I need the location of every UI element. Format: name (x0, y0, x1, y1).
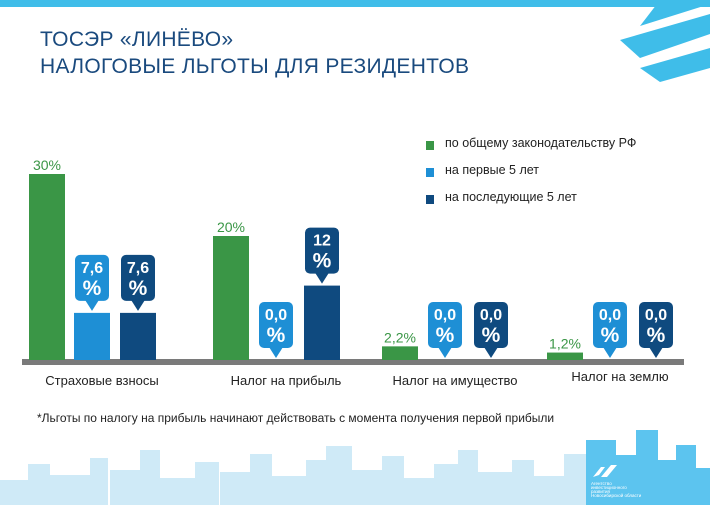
callout-percent: % (436, 324, 455, 347)
category-label: Налог на имущество (392, 373, 517, 388)
footnote: *Льготы по налогу на прибыль начинают де… (37, 411, 555, 425)
decorative-stripes (620, 0, 710, 82)
callout-value: 0,0 (265, 307, 287, 324)
callout-pointer (649, 347, 663, 358)
callout-pointer (315, 272, 329, 284)
legend-swatch (426, 195, 434, 204)
logo-line-3: развития (591, 489, 610, 494)
callout-pointer (484, 347, 498, 358)
callout-pointer (269, 347, 283, 358)
bar-next5 (120, 312, 156, 360)
callout-badge (428, 302, 462, 348)
legend-swatch (426, 141, 434, 150)
callout-value: 12 (313, 233, 331, 250)
callout-badge (474, 302, 508, 348)
callout-pointer (438, 347, 452, 358)
callout-badge (593, 302, 627, 348)
callout-badge (305, 227, 339, 274)
logo-line-2: инвестиционного (591, 485, 627, 490)
callout-percent: % (482, 324, 501, 347)
page-title: ТОСЭР «ЛИНЁВО» НАЛОГОВЫЕ ЛЬГОТЫ ДЛЯ РЕЗИ… (40, 26, 469, 80)
callout-value: 0,0 (645, 307, 667, 324)
legend-label: по общему законодательству РФ (445, 136, 637, 150)
agency-logo: Агентство инвестиционного развития Новос… (591, 462, 651, 500)
callout-pointer (131, 299, 145, 311)
logo-line-4: Новосибирской области (591, 493, 642, 498)
category-label: Страховые взносы (45, 373, 158, 388)
category-label: Налог на землю (571, 369, 669, 384)
callout-value: 0,0 (480, 307, 502, 324)
top-accent-bar (0, 0, 710, 7)
data-label: 2,2% (384, 329, 416, 345)
city-skyline-decoration (0, 430, 710, 505)
callout-pointer (85, 299, 99, 311)
logo-line-1: Агентство (591, 481, 612, 486)
callout-badge (639, 302, 673, 348)
title-line-1: ТОСЭР «ЛИНЁВО» (40, 28, 234, 51)
callout-badge (121, 254, 155, 301)
legend-label: на первые 5 лет (445, 163, 540, 177)
callout-pointer (603, 347, 617, 358)
callout-badge (259, 302, 293, 348)
callout-value: 0,0 (434, 307, 456, 324)
legend-label: на последующие 5 лет (445, 190, 577, 204)
bar-first5 (74, 312, 110, 360)
callout-percent: % (647, 324, 666, 347)
bar-general (29, 174, 65, 360)
data-label: 30% (33, 157, 61, 173)
callout-value: 7,6 (81, 260, 103, 277)
callout-value: 0,0 (599, 307, 621, 324)
callout-percent: % (267, 324, 286, 347)
callout-percent: % (129, 277, 148, 300)
bar-general (547, 352, 583, 360)
data-label: 20% (217, 219, 245, 235)
callout-value: 7,6 (127, 260, 149, 277)
callout-badge (75, 254, 109, 301)
title-line-2: НАЛОГОВЫЕ ЛЬГОТЫ ДЛЯ РЕЗИДЕНТОВ (40, 55, 470, 78)
legend-swatch (426, 168, 434, 177)
bar-general (382, 346, 418, 360)
tax-benefits-chart: 30%7,6%7,6%Страховые взносы20%0,0%12%Нал… (22, 157, 684, 388)
bar-general (213, 236, 249, 360)
bar-next5 (304, 285, 340, 360)
category-label: Налог на прибыль (231, 373, 342, 388)
callout-percent: % (313, 250, 332, 273)
chart-baseline (22, 359, 684, 365)
agency-logo-mark (593, 465, 617, 477)
callout-percent: % (601, 324, 620, 347)
callout-percent: % (83, 277, 102, 300)
data-label: 1,2% (549, 336, 581, 352)
